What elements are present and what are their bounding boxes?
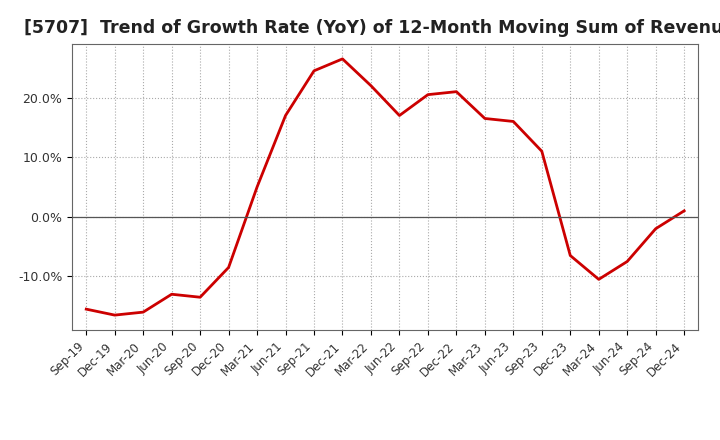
Title: [5707]  Trend of Growth Rate (YoY) of 12-Month Moving Sum of Revenues: [5707] Trend of Growth Rate (YoY) of 12-… (24, 19, 720, 37)
